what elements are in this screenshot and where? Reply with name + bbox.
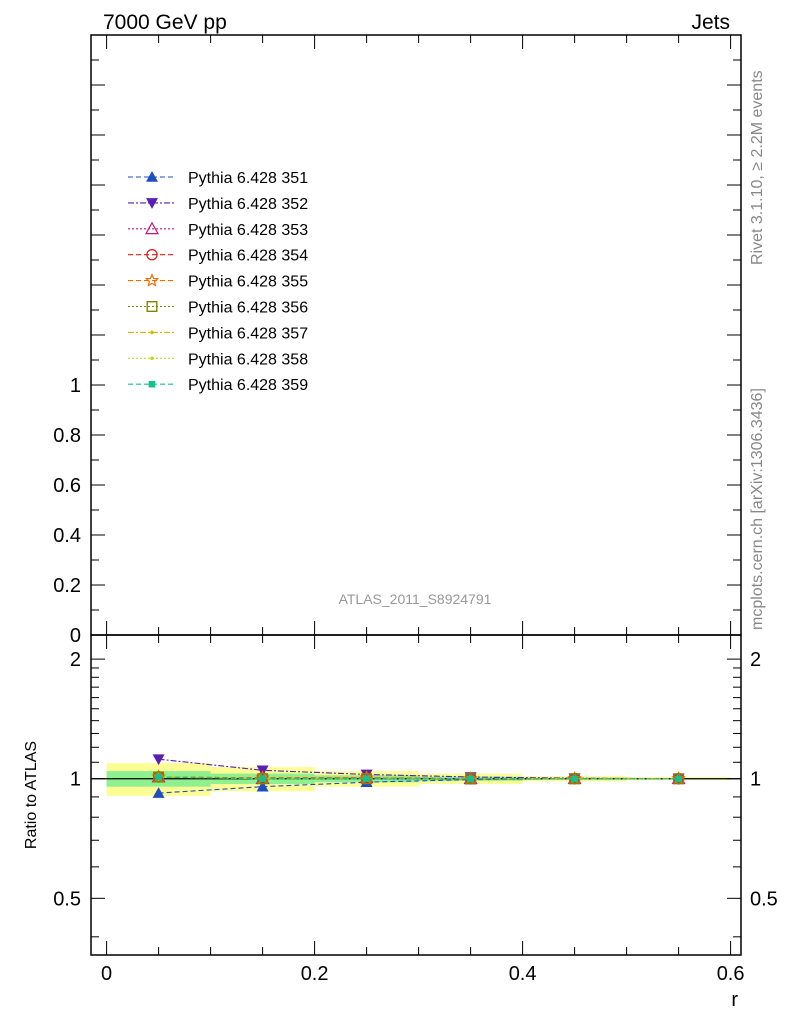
ratio-data-point [259, 775, 266, 783]
ratio-data-point [152, 787, 165, 798]
ratio-ticks [91, 635, 741, 955]
ratio-data-point [256, 780, 269, 792]
ratio-data-point [675, 775, 682, 783]
legend-marker [146, 198, 158, 209]
header-left: 7000 GeV pp [103, 11, 227, 34]
x-tick-label: 0.6 [717, 963, 745, 985]
legend-marker [146, 301, 158, 313]
legend-label: Pythia 6.428 357 [188, 325, 308, 342]
x-tick-label: 0.2 [301, 963, 329, 985]
legend-label: Pythia 6.428 351 [188, 170, 308, 187]
legend-marker [150, 356, 154, 361]
legend-label: Pythia 6.428 358 [188, 351, 308, 368]
ratio-y-tick-label-left: 2 [70, 649, 81, 671]
ratio-frame [90, 634, 742, 956]
legend-label: Pythia 6.428 355 [188, 274, 308, 291]
legend-label: Pythia 6.428 353 [188, 222, 308, 239]
main-y-tick-label: 1 [70, 375, 81, 397]
header-right: Jets [691, 11, 730, 34]
main-y-ticks [91, 34, 741, 636]
x-tick-label: 0 [101, 963, 112, 985]
ratio-data-point [571, 775, 578, 783]
ratio-y-tick-label-left: 0.5 [53, 888, 81, 910]
analysis-watermark: ATLAS_2011_S8924791 [339, 591, 492, 607]
ratio-data-point [363, 775, 370, 783]
ratio-data-point [155, 773, 162, 781]
legend-label: Pythia 6.428 352 [188, 196, 308, 213]
legend-marker [144, 221, 160, 235]
main-y-tick-labels: 0 0.2 0.4 0.6 0.8 1 [53, 375, 81, 647]
mcplots-label: mcplots.cern.ch [arXiv:1306.3436] [749, 388, 766, 630]
legend-label: Pythia 6.428 354 [188, 248, 308, 265]
ratio-y-tick-label-left: 1 [70, 769, 81, 791]
ratio-data-point [467, 775, 474, 783]
legend-marker [150, 330, 154, 335]
ratio-y-axis-label: Ratio to ATLAS [23, 741, 40, 849]
legend-marker [144, 273, 160, 287]
main-y-tick-label: 0.8 [53, 425, 81, 447]
legend-marker [146, 171, 158, 182]
ratio-series [151, 754, 686, 798]
main-y-tick-label: 0 [70, 625, 81, 647]
rivet-version-label: Rivet 3.1.10, ≥ 2.2M events [749, 70, 766, 265]
legend-marker [146, 248, 158, 261]
ratio-y-tick-label-right: 0.5 [750, 888, 778, 910]
ratio-y-tick-label-right: 2 [750, 649, 761, 671]
legend-label: Pythia 6.428 359 [188, 377, 308, 394]
ratio-panel: 0.5 0.5 1 1 2 2 0 0.2 0.4 0.6 Ratio to ATLAS r [23, 634, 778, 1011]
ratio-tick-labels: 0.5 0.5 1 1 2 2 0 0.2 0.4 0.6 [53, 649, 778, 985]
ratio-data-point [152, 754, 165, 766]
main-y-tick-label: 0.4 [53, 525, 81, 547]
legend: Pythia 6.428 351 Pythia 6.428 352 Pythia 6… [128, 170, 308, 394]
main-y-tick-label: 0.6 [53, 475, 81, 497]
ratio-data-point [360, 769, 373, 781]
main-y-tick-label: 0.2 [53, 575, 81, 597]
x-tick-label: 0.4 [509, 963, 537, 985]
ratio-y-tick-label-right: 1 [750, 769, 761, 791]
x-axis-label: r [731, 989, 738, 1011]
main-panel: 0 0.2 0.4 0.6 0.8 1 ATLAS_2011_S8924791 Pythi… [53, 34, 742, 647]
legend-label: Pythia 6.428 356 [188, 300, 308, 317]
legend-marker [148, 380, 156, 388]
ratio-series-line [158, 776, 679, 780]
